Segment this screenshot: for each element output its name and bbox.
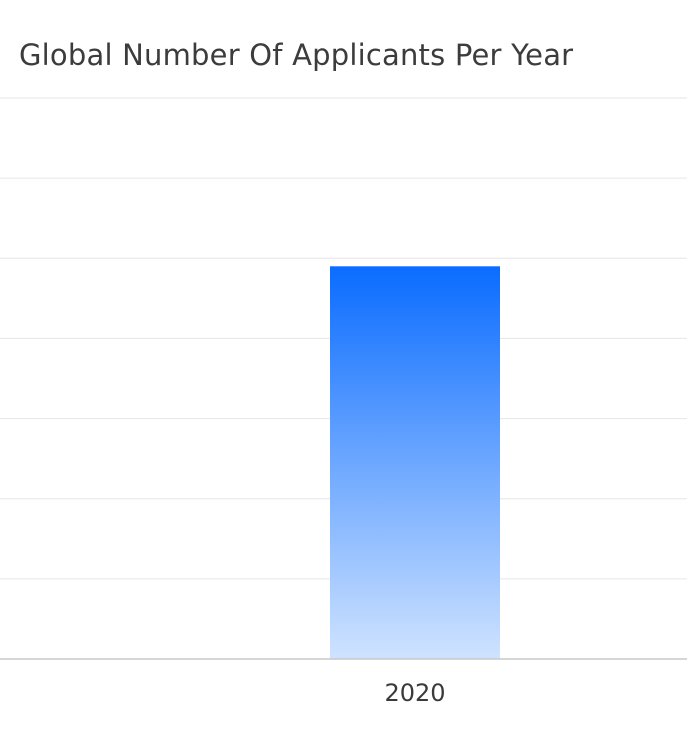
chart-title: Global Number Of Applicants Per Year bbox=[19, 38, 574, 72]
x-tick-labels: 2020 bbox=[384, 679, 445, 707]
x-tick-label: 2020 bbox=[384, 679, 445, 707]
bars bbox=[330, 266, 500, 659]
bar-2020[interactable] bbox=[330, 266, 500, 659]
